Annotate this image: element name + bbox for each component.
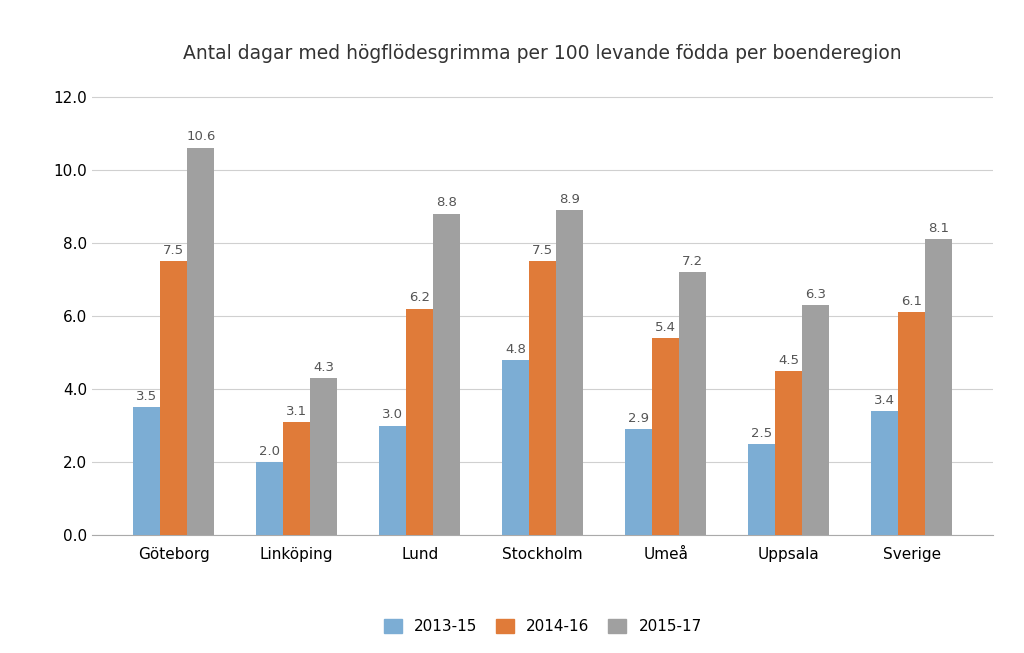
Text: 4.8: 4.8 bbox=[505, 343, 526, 355]
Text: 8.1: 8.1 bbox=[929, 222, 949, 235]
Text: 2.5: 2.5 bbox=[751, 426, 772, 439]
Bar bbox=[133, 407, 160, 535]
Text: 4.3: 4.3 bbox=[313, 361, 334, 374]
Text: 10.6: 10.6 bbox=[186, 131, 215, 144]
Text: 8.9: 8.9 bbox=[559, 193, 581, 206]
Text: 2.0: 2.0 bbox=[259, 445, 281, 458]
Bar bbox=[898, 312, 926, 535]
Bar bbox=[556, 210, 584, 535]
Bar bbox=[802, 305, 829, 535]
Bar bbox=[407, 309, 433, 535]
Bar bbox=[502, 360, 529, 535]
Text: 5.4: 5.4 bbox=[655, 321, 676, 334]
Text: 7.5: 7.5 bbox=[532, 244, 553, 257]
Bar bbox=[625, 430, 652, 535]
Bar bbox=[256, 462, 284, 535]
Text: 6.1: 6.1 bbox=[901, 295, 923, 308]
Bar bbox=[871, 411, 898, 535]
Text: 6.2: 6.2 bbox=[410, 291, 430, 304]
Bar bbox=[187, 148, 214, 535]
Text: 2.9: 2.9 bbox=[628, 412, 649, 425]
Text: 6.3: 6.3 bbox=[805, 288, 826, 300]
Text: 8.8: 8.8 bbox=[436, 197, 457, 209]
Bar bbox=[529, 261, 556, 535]
Legend: 2013-15, 2014-16, 2015-17: 2013-15, 2014-16, 2015-17 bbox=[376, 612, 710, 642]
Bar bbox=[379, 426, 407, 535]
Bar bbox=[284, 422, 310, 535]
Bar bbox=[926, 239, 952, 535]
Text: 4.5: 4.5 bbox=[778, 353, 799, 366]
Text: 3.1: 3.1 bbox=[286, 405, 307, 418]
Text: 3.0: 3.0 bbox=[382, 408, 403, 421]
Bar bbox=[679, 272, 707, 535]
Bar bbox=[433, 214, 461, 535]
Bar bbox=[775, 371, 802, 535]
Bar bbox=[310, 378, 337, 535]
Bar bbox=[749, 444, 775, 535]
Title: Antal dagar med högflödesgrimma per 100 levande födda per boenderegion: Antal dagar med högflödesgrimma per 100 … bbox=[183, 44, 902, 63]
Text: 7.2: 7.2 bbox=[682, 255, 703, 268]
Text: 3.5: 3.5 bbox=[136, 390, 158, 403]
Text: 7.5: 7.5 bbox=[163, 244, 184, 257]
Text: 3.4: 3.4 bbox=[874, 394, 895, 407]
Bar bbox=[160, 261, 187, 535]
Bar bbox=[652, 338, 679, 535]
